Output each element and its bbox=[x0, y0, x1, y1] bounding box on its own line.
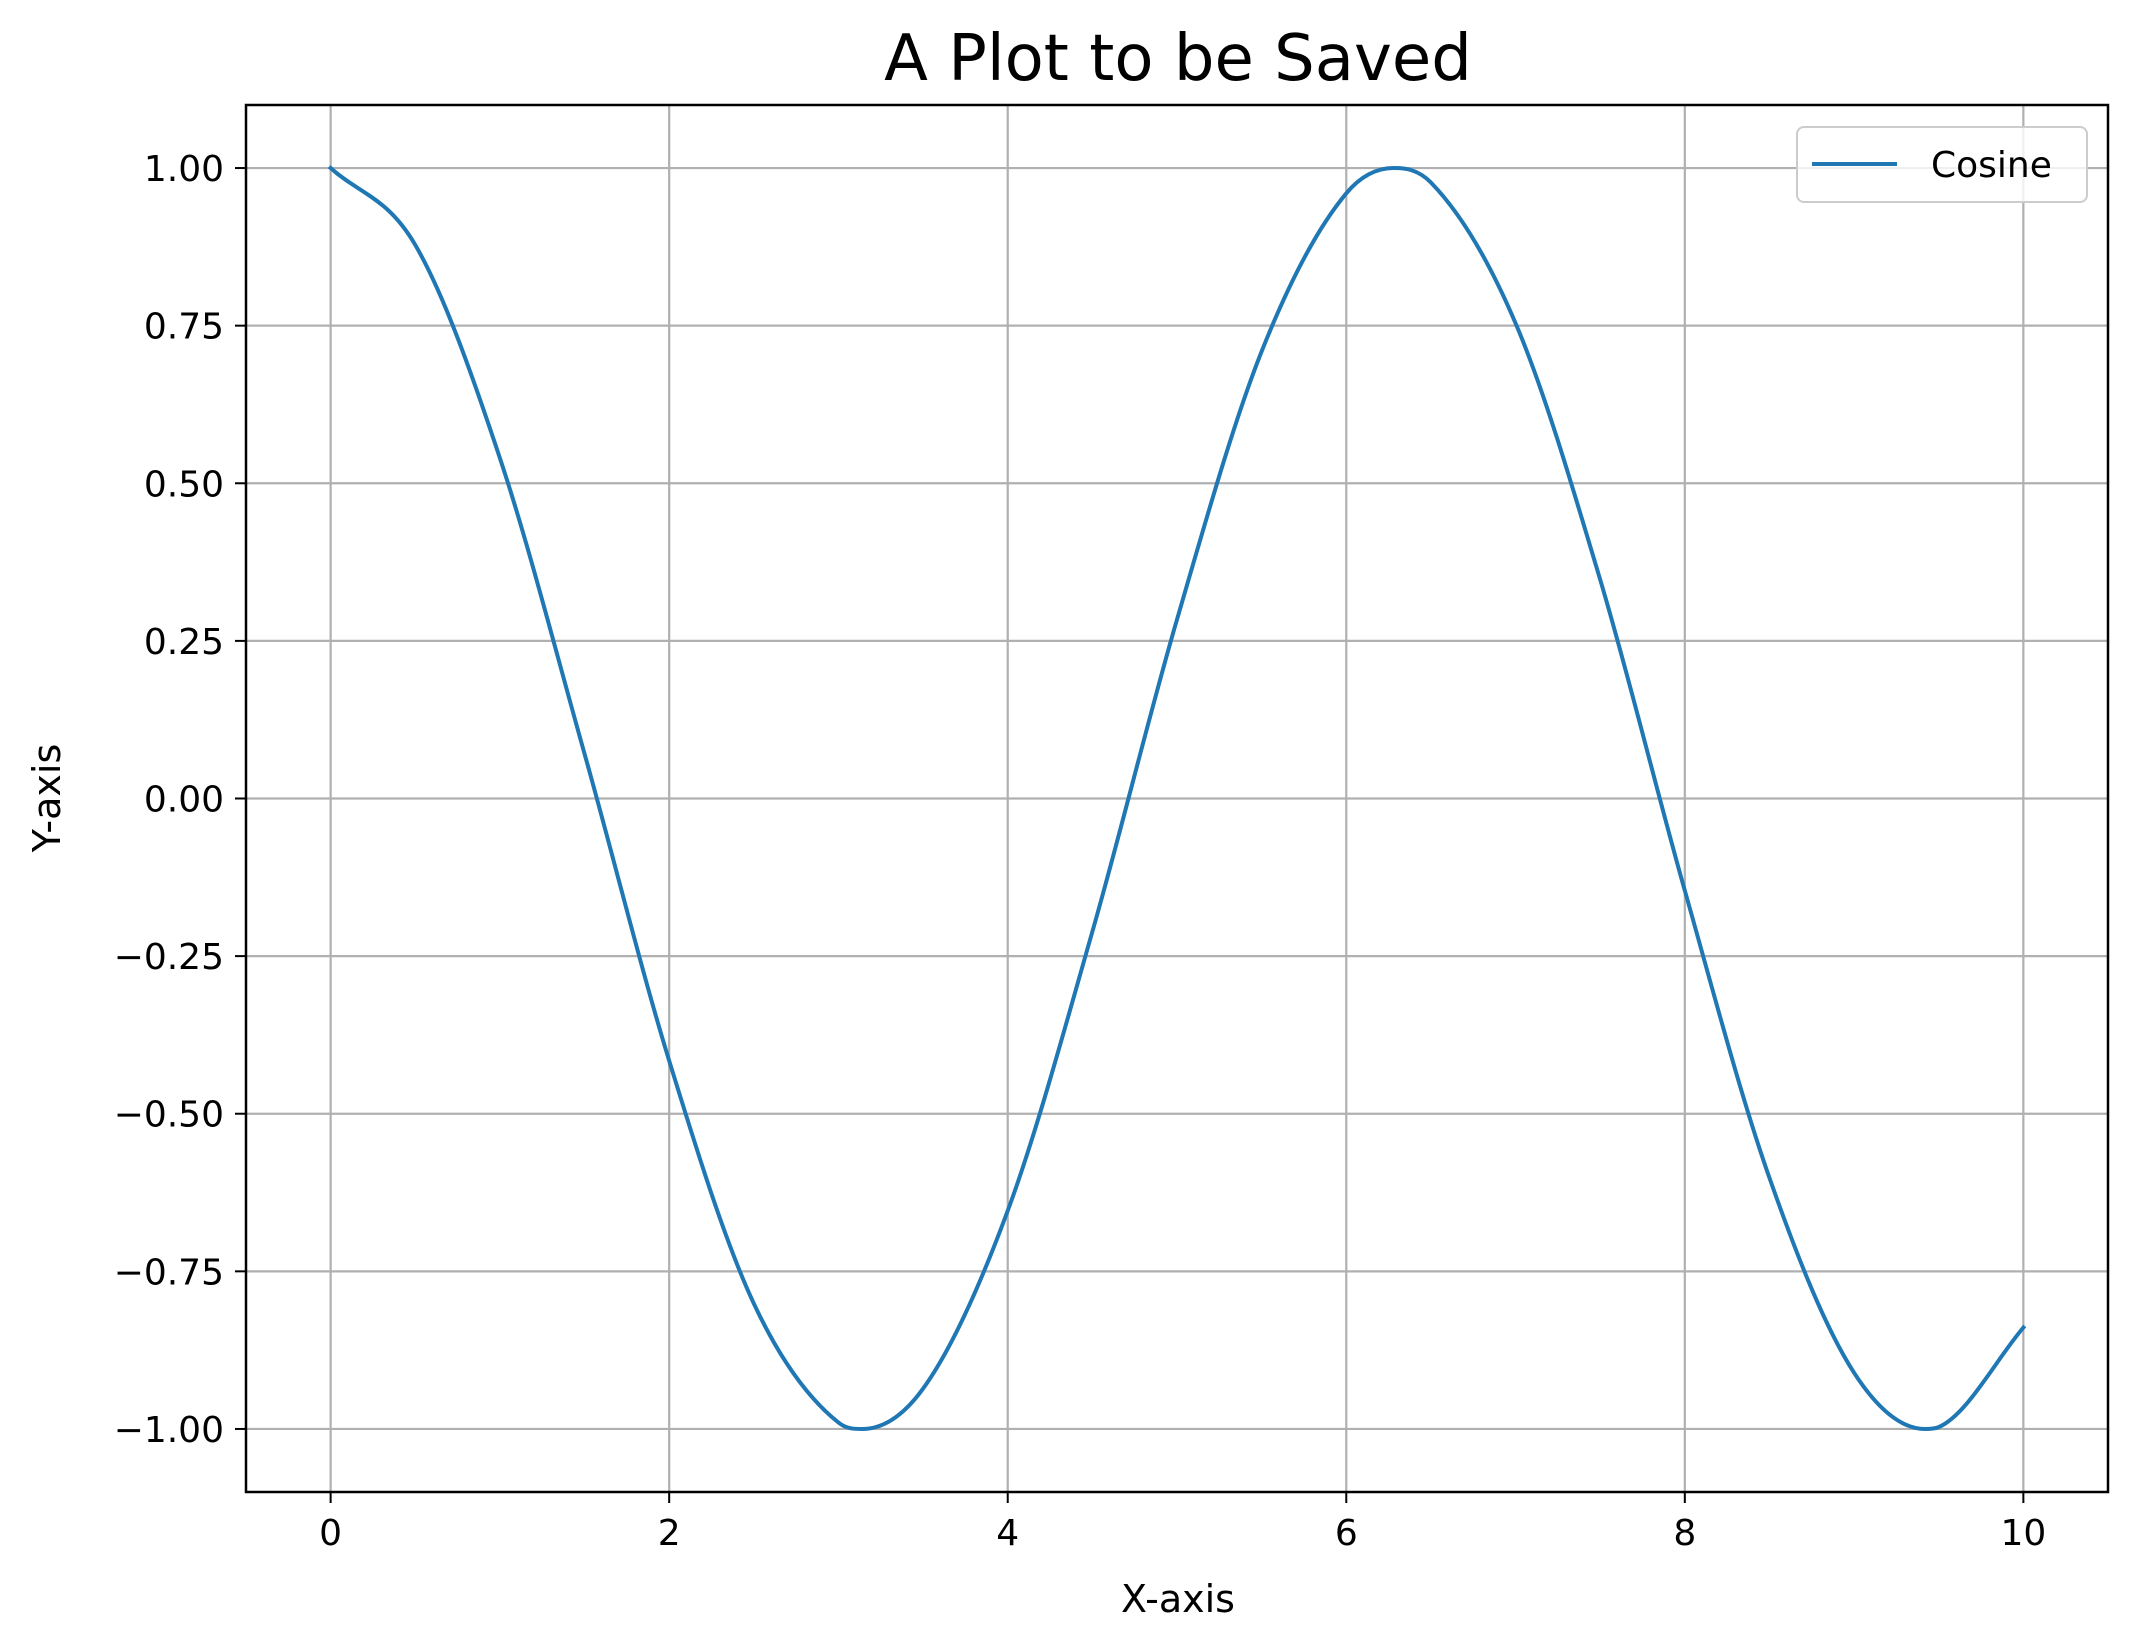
y-axis: 1.00 0.75 0.50 0.25 0.00 −0.25 −0.50 −0.75 −1.00 bbox=[114, 149, 246, 1451]
legend-label-cosine: Cosine bbox=[1931, 145, 2052, 186]
y-tick-label: 1.00 bbox=[144, 149, 224, 190]
series-layer bbox=[327, 165, 2027, 1431]
y-tick-label: −1.00 bbox=[114, 1410, 224, 1451]
chart-title: A Plot to be Saved bbox=[884, 22, 1472, 96]
series-line-cosine bbox=[327, 165, 2027, 1431]
y-tick-label: −0.50 bbox=[114, 1095, 224, 1136]
y-tick-label: −0.25 bbox=[114, 937, 224, 978]
x-axis-label: X-axis bbox=[1121, 1577, 1235, 1621]
x-tick-label: 6 bbox=[1335, 1513, 1358, 1554]
y-tick-label: 0.50 bbox=[144, 464, 224, 505]
x-tick-label: 10 bbox=[2000, 1513, 2046, 1554]
y-tick-label: −0.75 bbox=[114, 1252, 224, 1293]
x-tick-label: 8 bbox=[1673, 1513, 1696, 1554]
x-tick-label: 4 bbox=[996, 1513, 1019, 1554]
x-tick-label: 2 bbox=[658, 1513, 681, 1554]
x-axis: 0 2 4 6 8 10 bbox=[319, 1492, 2046, 1554]
legend: Cosine bbox=[1796, 126, 2088, 203]
legend-box bbox=[1796, 126, 2088, 203]
y-axis-label: Y-axis bbox=[25, 744, 69, 854]
grid bbox=[246, 105, 2108, 1492]
y-tick-label: 0.00 bbox=[144, 780, 224, 821]
x-tick-label: 0 bbox=[319, 1513, 342, 1554]
y-tick-label: 0.25 bbox=[144, 622, 224, 663]
y-tick-label: 0.75 bbox=[144, 307, 224, 348]
